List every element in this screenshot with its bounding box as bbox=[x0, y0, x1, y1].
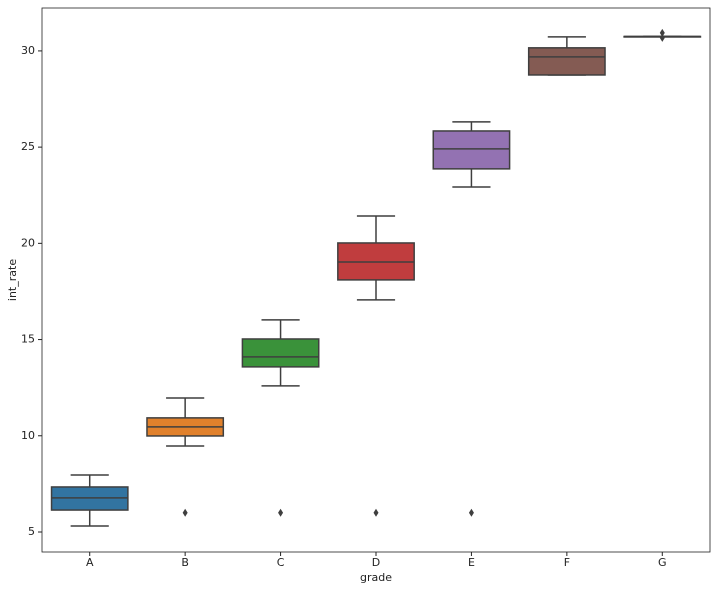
y-tick-label: 10 bbox=[21, 429, 35, 442]
x-tick-label: A bbox=[86, 556, 94, 569]
x-tick-label: D bbox=[372, 556, 380, 569]
y-tick-label: 30 bbox=[21, 44, 35, 57]
x-tick-label: B bbox=[181, 556, 189, 569]
y-axis-label: int_rate bbox=[6, 259, 19, 301]
y-tick-label: 5 bbox=[28, 525, 35, 538]
outlier bbox=[373, 508, 379, 517]
y-tick-label: 20 bbox=[21, 236, 35, 249]
box bbox=[241, 338, 320, 368]
x-tick-label: E bbox=[468, 556, 475, 569]
outlier bbox=[278, 508, 284, 517]
y-tick-label: 25 bbox=[21, 140, 35, 153]
x-tick-label: G bbox=[658, 556, 667, 569]
x-tick-label: F bbox=[564, 556, 570, 569]
outlier bbox=[182, 508, 188, 517]
outlier bbox=[659, 33, 665, 42]
box bbox=[432, 130, 511, 170]
x-axis-label: grade bbox=[360, 571, 392, 584]
box bbox=[527, 47, 606, 76]
outlier bbox=[468, 508, 474, 517]
y-tick-label: 15 bbox=[21, 333, 35, 346]
outlier bbox=[659, 28, 665, 37]
x-tick-label: C bbox=[277, 556, 285, 569]
